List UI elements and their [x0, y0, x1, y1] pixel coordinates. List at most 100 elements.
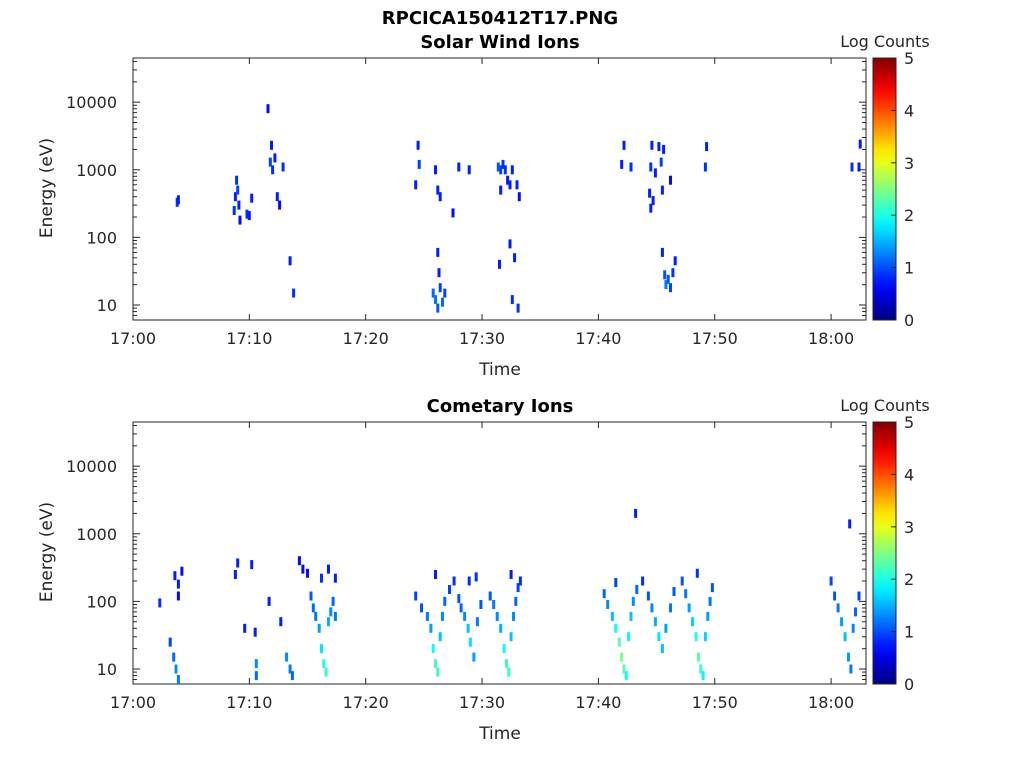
spectrogram-cell	[425, 611, 429, 621]
spectrogram-cell	[297, 556, 301, 566]
spectrogram-cell	[172, 652, 176, 662]
colorbar-tick-label: 1	[904, 259, 914, 278]
spectrogram-cell	[320, 573, 323, 583]
spectrogram-cell	[441, 611, 444, 621]
spectrogram-cell	[238, 215, 242, 225]
spectrogram-cell	[505, 659, 508, 669]
cometary-ions-ylabel: Energy (eV)	[37, 502, 57, 602]
x-tick-label: 17:00	[110, 693, 156, 712]
y-tick-label: 1000	[76, 161, 117, 180]
spectrogram-cell	[657, 632, 661, 642]
spectrogram-cell	[288, 256, 292, 266]
spectrogram-cell	[174, 664, 178, 674]
solar-wind-xlabel: Time	[478, 360, 521, 380]
spectrogram-cell	[624, 671, 628, 681]
spectrogram-cell	[232, 206, 236, 215]
spectrogram-cell	[436, 185, 440, 195]
spectrogram-cell	[660, 185, 664, 195]
spectrogram-cell	[247, 211, 251, 221]
colorbar-tick-label: 0	[904, 675, 914, 694]
x-tick-label: 18:00	[808, 329, 854, 348]
spectrogram-cell	[474, 572, 478, 582]
spectrogram-cell	[703, 632, 707, 642]
spectrogram-cell	[333, 611, 337, 621]
spectrogram-cell	[437, 268, 441, 278]
colorbar-tick-label: 2	[904, 206, 914, 225]
x-tick-label: 18:00	[808, 693, 854, 712]
spectrogram-cell	[236, 185, 240, 195]
figure-title: RPCICA150412T17.PNG	[382, 8, 618, 29]
spectrogram-cell	[659, 157, 663, 167]
spectrogram-cell	[695, 568, 699, 578]
spectrogram-cell	[278, 200, 282, 210]
spectrogram-cell	[314, 611, 318, 621]
spectrogram-cell	[320, 644, 323, 654]
spectrogram-cell	[158, 598, 162, 608]
spectrogram-cell	[285, 652, 289, 662]
spectrogram-cell	[518, 576, 522, 586]
spectrogram-cell	[327, 564, 330, 574]
spectrogram-cell	[250, 560, 254, 570]
spectrogram-cell	[653, 168, 657, 178]
spectrogram-cell	[513, 253, 517, 263]
spectrogram-cell	[436, 303, 440, 313]
spectrogram-cell	[857, 591, 861, 601]
spectrogram-cell	[268, 157, 272, 167]
solar-wind-colorbar-label: Log Counts	[840, 32, 930, 51]
x-tick-label: 17:50	[692, 329, 738, 348]
spectrogram-cell	[254, 659, 258, 669]
spectrogram-cell	[438, 283, 442, 293]
spectrogram-cell	[660, 247, 664, 257]
spectrogram-cell	[254, 671, 258, 681]
spectrogram-cell	[472, 652, 476, 662]
spectrogram-cell	[516, 303, 520, 313]
x-tick-label: 17:30	[459, 693, 505, 712]
spectrogram-cell	[517, 192, 521, 202]
spectrogram-cell	[457, 162, 461, 172]
spectrogram-cell	[684, 589, 688, 599]
spectrogram-cell	[694, 632, 698, 642]
spectrogram-cell	[436, 247, 440, 257]
spectrogram-cell	[708, 596, 712, 606]
spectrogram-cell	[467, 165, 471, 175]
spectrogram-cell	[664, 280, 668, 290]
spectrogram-cell	[829, 576, 833, 586]
spectrogram-cell	[429, 623, 433, 633]
spectrogram-cell	[501, 159, 505, 169]
spectrogram-cell	[436, 667, 440, 677]
spectrogram-cell	[441, 297, 444, 307]
spectrogram-cell	[414, 591, 418, 601]
y-tick-label: 10	[97, 660, 117, 679]
spectrogram-cell	[631, 596, 635, 606]
spectrogram-cell	[306, 568, 309, 578]
spectrogram-cell	[475, 617, 479, 627]
x-tick-label: 17:20	[343, 693, 389, 712]
spectrogram-cell	[515, 180, 519, 190]
spectrogram-cell	[516, 583, 520, 593]
spectrogram-cell	[236, 558, 240, 568]
x-tick-label: 17:30	[459, 329, 505, 348]
spectrogram-cell	[673, 256, 677, 266]
spectrogram-cell	[431, 288, 435, 298]
spectrogram-cell	[699, 664, 703, 674]
cometary-ions-title: Cometary Ions	[427, 396, 574, 417]
spectrogram-cell	[448, 585, 451, 594]
spectrogram-cell	[848, 519, 852, 529]
spectrogram-cell	[492, 600, 496, 609]
spectrogram-cell	[434, 570, 437, 579]
spectrogram-cell	[466, 623, 470, 633]
spectrogram-cell	[281, 162, 285, 172]
spectrogram-cell	[509, 632, 513, 642]
spectrogram-cell	[508, 239, 512, 249]
spectrogram-cell	[854, 607, 857, 617]
y-tick-label: 1000	[76, 525, 117, 544]
colorbar-tick-label: 2	[904, 570, 914, 589]
x-tick-label: 17:20	[343, 329, 389, 348]
spectrogram-cell	[510, 165, 514, 175]
spectrogram-cell	[417, 159, 421, 169]
y-tick-label: 100	[86, 592, 117, 611]
spectrogram-cell	[451, 208, 455, 218]
spectrogram-cell	[617, 637, 621, 647]
spectrogram-cell	[857, 162, 861, 172]
